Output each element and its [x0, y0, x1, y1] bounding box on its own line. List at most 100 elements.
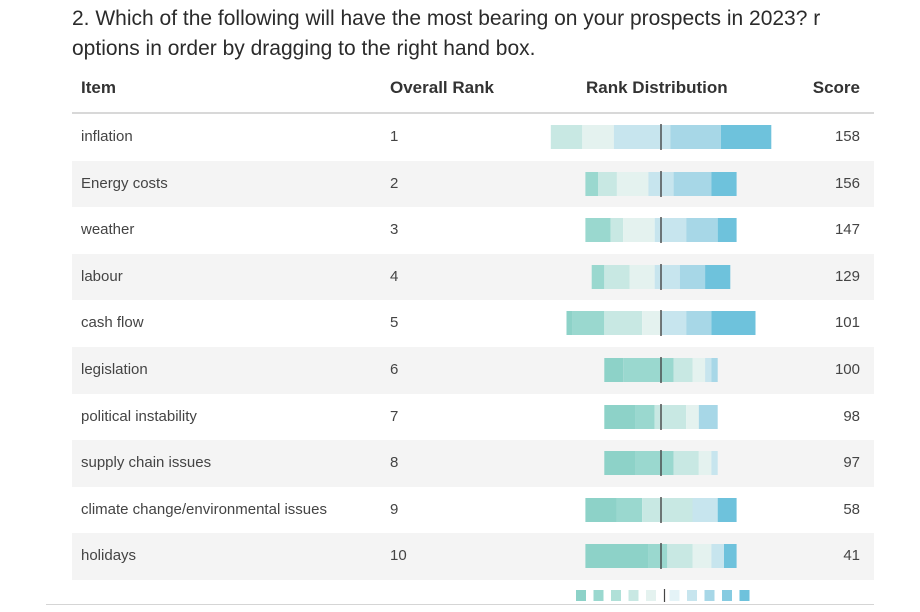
table-row: cash flow 5 101 [72, 300, 874, 347]
rank-segment-2 [711, 357, 718, 382]
rank-segment-7 [566, 311, 573, 336]
table-body: inflation 1 158 Energy costs 2 156 weather 3 147… [72, 114, 874, 580]
rank-segment-3 [692, 497, 718, 522]
rank-segment-3 [705, 357, 712, 382]
rank-distribution-bar [566, 310, 756, 337]
score-value: 97 [843, 454, 860, 472]
item-label: cash flow [81, 314, 144, 332]
rank-distribution-bar [591, 263, 731, 290]
rank-segment-6 [635, 404, 655, 429]
rank-distribution-bar [550, 124, 772, 150]
rank-segment-6 [572, 311, 605, 336]
rank-segment-1 [717, 497, 737, 522]
legend-swatch-rank-9 [593, 590, 604, 601]
item-label: legislation [81, 360, 148, 378]
score-value: 147 [834, 221, 860, 239]
rank-segment-5 [604, 264, 630, 289]
score-value: 58 [843, 500, 860, 518]
table-bottom-divider [46, 604, 874, 605]
table-row: inflation 1 158 [72, 114, 874, 161]
header-rank-distribution[interactable]: Rank Distribution [586, 78, 728, 97]
rank-distribution-bar [585, 496, 737, 523]
table-row: legislation 6 100 [72, 346, 874, 394]
rank-segment-4 [692, 357, 706, 382]
rank-segment-4 [623, 218, 655, 243]
overall-rank-value: 10 [390, 547, 407, 565]
table-row: supply chain issues 8 97 [72, 440, 874, 487]
legend-swatch-rank-7 [628, 590, 639, 601]
table-header: Item Overall Rank Rank Distribution Scor… [72, 66, 874, 114]
rank-segment-7 [585, 544, 649, 569]
item-label: labour [81, 267, 123, 285]
table-row: weather 3 147 [72, 207, 874, 254]
rank-segment-5 [598, 171, 617, 196]
overall-rank-value: 6 [390, 360, 399, 378]
item-label: climate change/environmental issues [81, 500, 327, 518]
rank-distribution-bar [604, 450, 718, 477]
rank-table: Item Overall Rank Rank Distribution Scor… [72, 66, 874, 580]
rank-segment-2 [686, 218, 718, 243]
item-label: supply chain issues [81, 454, 212, 472]
overall-rank-value: 3 [390, 221, 399, 239]
rank-segment-6 [591, 264, 605, 289]
rank-segment-2 [698, 404, 718, 429]
rank-segment-3 [711, 544, 724, 569]
rank-segment-3 [661, 311, 687, 336]
table-row: Energy costs 2 156 [72, 160, 874, 208]
rank-segment-5 [642, 497, 693, 522]
rank-segment-1 [717, 218, 737, 243]
legend-swatch-rank-5 [669, 590, 680, 601]
rank-segment-3 [654, 218, 687, 243]
rank-segment-6 [648, 544, 668, 569]
legend-swatch-rank-8 [611, 590, 621, 601]
rank-segment-4 [692, 544, 712, 569]
rank-segment-4 [698, 451, 712, 476]
legend-swatch-rank-2 [722, 590, 732, 601]
rank-segment-2 [679, 264, 706, 289]
header-item[interactable]: Item [81, 78, 116, 97]
overall-rank-value: 7 [390, 407, 399, 425]
rank-segment-4 [629, 264, 655, 289]
overall-rank-value: 5 [390, 314, 399, 332]
rank-segment-5 [667, 544, 693, 569]
score-value: 156 [834, 174, 860, 192]
rank-segment-1 [711, 311, 756, 336]
item-label: political instability [81, 407, 197, 425]
header-overall-rank[interactable]: Overall Rank [390, 78, 494, 97]
question-text: 2. Which of the following will have the … [72, 4, 878, 64]
item-label: Energy costs [81, 174, 168, 192]
rank-segment-3 [711, 451, 718, 476]
table-row: labour 4 129 [72, 253, 874, 301]
rank-segment-7 [604, 357, 624, 382]
rank-distribution-bar [604, 403, 718, 430]
rank-segment-4 [582, 125, 614, 149]
rank-distribution-bar [585, 170, 737, 197]
score-value: 100 [834, 360, 860, 378]
rank-segment-5 [610, 218, 624, 243]
score-value: 158 [834, 128, 860, 145]
rank-segment-2 [673, 171, 712, 196]
rank-segment-5 [673, 451, 699, 476]
question-line-2: options in order by dragging to the righ… [72, 37, 536, 60]
rank-segment-5 [604, 311, 643, 336]
overall-rank-value: 2 [390, 174, 399, 192]
score-value: 129 [834, 267, 860, 285]
legend-swatch-rank-4 [687, 590, 697, 601]
rank-segment-3 [613, 125, 671, 149]
rank-segment-3 [654, 264, 680, 289]
overall-rank-value: 9 [390, 500, 399, 518]
rank-segment-4 [642, 311, 661, 336]
header-score[interactable]: Score [812, 78, 860, 97]
rank-segment-4 [686, 404, 699, 429]
table-row: holidays 10 41 [72, 533, 874, 580]
overall-rank-value: 1 [390, 128, 399, 145]
item-label: inflation [81, 128, 133, 145]
rank-distribution-bar [585, 543, 737, 570]
rank-segment-5 [654, 404, 687, 429]
rank-segment-1 [724, 544, 737, 569]
rank-segment-2 [686, 311, 712, 336]
rank-segment-6 [635, 451, 674, 476]
item-label: holidays [81, 547, 137, 565]
item-label: weather [81, 221, 135, 239]
rank-segment-1 [720, 125, 772, 149]
